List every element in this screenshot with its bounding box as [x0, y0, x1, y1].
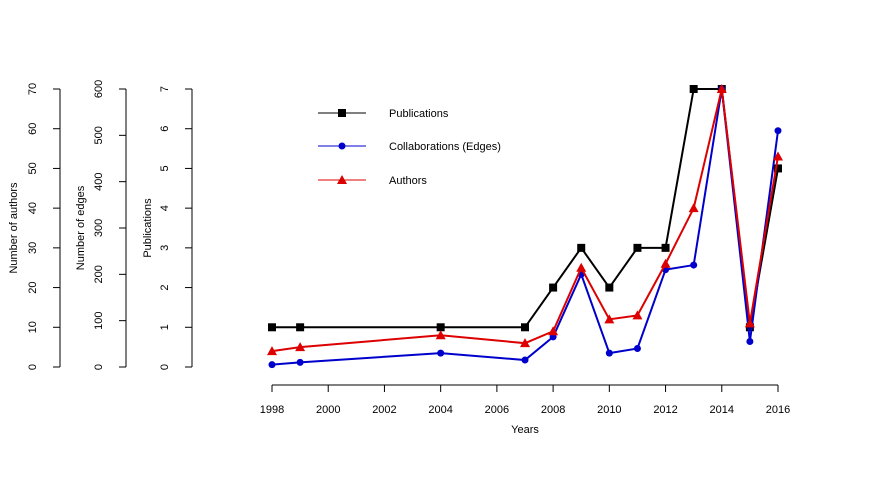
data-point-publications	[296, 323, 305, 332]
legend-marker-collaborations-edges	[338, 142, 346, 150]
data-point-collaborations-edges	[690, 261, 698, 269]
data-point-collaborations-edges	[746, 338, 754, 346]
y-axis-title-edges: Number of edges	[75, 185, 87, 270]
y-tick-label-authors: 0	[27, 364, 39, 370]
data-point-authors	[435, 330, 446, 340]
data-point-authors	[267, 346, 277, 356]
data-point-authors	[744, 318, 755, 328]
x-tick-label: 2000	[316, 404, 340, 416]
legend-marker-publications	[338, 109, 346, 117]
data-point-publications	[605, 283, 614, 292]
y-tick-label-edges: 400	[93, 172, 105, 190]
data-point-publications	[436, 323, 445, 332]
y-tick-label-authors: 60	[27, 123, 39, 135]
y-tick-label-publications: 4	[159, 205, 171, 211]
y-tick-label-authors: 50	[27, 162, 39, 174]
x-tick-label: 2014	[710, 404, 734, 416]
data-point-authors	[632, 310, 643, 320]
y-tick-label-authors: 20	[27, 281, 39, 293]
y-tick-label-publications: 7	[159, 86, 171, 92]
data-point-collaborations-edges	[268, 361, 276, 369]
data-point-authors	[604, 314, 615, 324]
y-tick-label-publications: 5	[159, 165, 171, 171]
series-line-authors	[271, 88, 779, 353]
data-point-publications	[549, 283, 558, 292]
data-point-publications	[521, 323, 529, 332]
y-tick-label-authors: 30	[27, 242, 39, 254]
data-point-collaborations-edges	[605, 349, 613, 357]
data-point-publications	[633, 243, 642, 252]
legend-label-authors: Authors	[389, 175, 427, 187]
data-point-collaborations-edges	[296, 358, 304, 366]
x-tick-label: 2016	[766, 404, 790, 416]
y-tick-label-edges: 100	[93, 311, 105, 329]
y-tick-label-authors: 40	[27, 202, 39, 214]
data-point-collaborations-edges	[521, 356, 529, 364]
data-point-authors	[660, 258, 671, 268]
data-point-publications	[577, 243, 586, 252]
y-tick-label-publications: 2	[159, 285, 171, 291]
data-point-authors	[295, 342, 306, 352]
y-tick-label-edges: 500	[93, 126, 105, 144]
x-tick-label: 1998	[260, 404, 284, 416]
y-tick-label-authors: 10	[27, 321, 39, 333]
y-tick-label-edges: 300	[93, 219, 105, 237]
legend-marker-authors	[337, 175, 347, 184]
y-tick-label-edges: 200	[93, 265, 105, 283]
data-point-authors	[773, 151, 783, 161]
legend-label-publications: Publications	[389, 108, 449, 120]
x-tick-label: 2004	[428, 404, 452, 416]
data-point-collaborations-edges	[633, 344, 641, 352]
data-point-publications	[268, 323, 276, 332]
x-tick-label: 2012	[653, 404, 677, 416]
x-axis-title: Years	[511, 424, 539, 436]
data-point-authors	[716, 84, 727, 93]
data-point-publications	[661, 243, 670, 252]
data-point-collaborations-edges	[437, 349, 445, 357]
y-tick-label-publications: 6	[159, 126, 171, 132]
x-tick-label: 2008	[541, 404, 565, 416]
y-tick-label-authors: 70	[27, 83, 39, 95]
y-axis-title-authors: Number of authors	[8, 182, 20, 274]
y-axis-title-publications: Publications	[142, 198, 154, 258]
data-point-authors	[548, 326, 559, 336]
y-tick-label-publications: 3	[159, 245, 171, 251]
data-point-authors	[576, 262, 587, 272]
y-tick-label-edges: 0	[93, 364, 105, 370]
data-point-authors	[520, 338, 530, 348]
y-tick-label-edges: 600	[93, 80, 105, 98]
data-point-publications	[774, 164, 782, 173]
x-tick-label: 2002	[372, 404, 396, 416]
y-tick-label-publications: 0	[159, 364, 171, 370]
data-point-collaborations-edges	[774, 127, 782, 135]
x-tick-label: 2010	[597, 404, 621, 416]
data-point-publications	[689, 85, 698, 93]
y-tick-label-publications: 1	[159, 324, 171, 330]
legend-label-collaborations-edges: Collaborations (Edges)	[389, 141, 501, 153]
data-point-authors	[688, 203, 699, 213]
x-tick-label: 2006	[485, 404, 509, 416]
